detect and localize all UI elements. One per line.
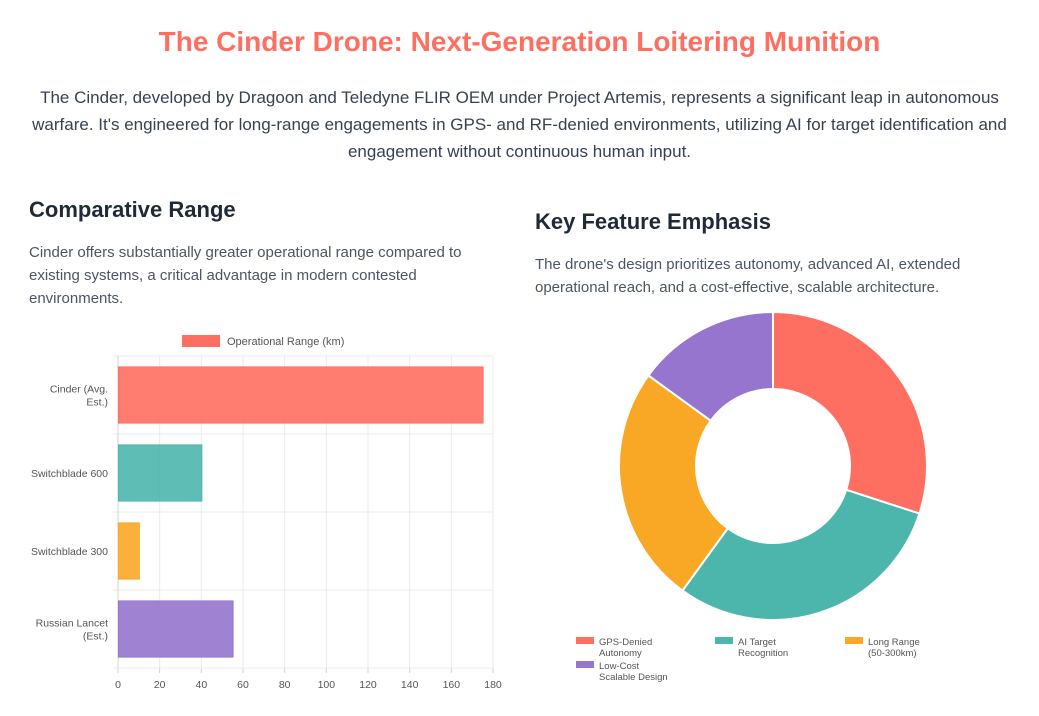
legend-swatch bbox=[182, 335, 220, 347]
doughnut-slice[interactable] bbox=[618, 374, 730, 592]
legend-swatch bbox=[845, 637, 863, 644]
category-label: (Est.) bbox=[83, 631, 108, 643]
x-tick-label: 40 bbox=[195, 679, 207, 691]
category-label: Switchblade 600 bbox=[31, 468, 108, 480]
range-heading: Comparative Range bbox=[29, 197, 236, 222]
x-tick-label: 160 bbox=[443, 679, 461, 691]
category-label: Switchblade 300 bbox=[31, 546, 108, 558]
x-tick-label: 0 bbox=[115, 679, 121, 691]
page-title: The Cinder Drone: Next-Generation Loiter… bbox=[158, 26, 881, 57]
doughnut-slice[interactable] bbox=[681, 488, 921, 621]
bar[interactable] bbox=[118, 522, 140, 580]
legend-label: (50-300km) bbox=[868, 648, 917, 659]
x-tick-label: 20 bbox=[154, 679, 166, 691]
legend-label: Scalable Design bbox=[599, 672, 668, 683]
doughnut-legend-item[interactable]: Long Range(50-300km) bbox=[845, 637, 920, 659]
legend-label: AI Target bbox=[738, 637, 776, 648]
legend-label: Operational Range (km) bbox=[227, 336, 344, 348]
x-tick-label: 100 bbox=[318, 679, 336, 691]
legend-label: Autonomy bbox=[599, 648, 642, 659]
feature-description: The drone's design prioritizes autonomy,… bbox=[535, 256, 961, 296]
intro-paragraph: The Cinder, developed by Dragoon and Tel… bbox=[32, 88, 1007, 161]
doughnut-slice[interactable] bbox=[772, 310, 928, 515]
feature-heading: Key Feature Emphasis bbox=[535, 209, 771, 234]
legend-label: GPS-Denied bbox=[599, 637, 652, 648]
x-tick-label: 140 bbox=[401, 679, 419, 691]
x-tick-label: 180 bbox=[484, 679, 502, 691]
legend-swatch bbox=[715, 637, 733, 644]
bar[interactable] bbox=[118, 366, 484, 424]
category-label: Est.) bbox=[86, 397, 108, 409]
legend-label: Recognition bbox=[738, 648, 788, 659]
bar-legend[interactable]: Operational Range (km) bbox=[182, 335, 344, 348]
legend-swatch bbox=[576, 661, 594, 668]
bar[interactable] bbox=[118, 600, 234, 658]
legend-label: Long Range bbox=[868, 637, 920, 648]
x-tick-label: 80 bbox=[279, 679, 291, 691]
range-bar-chart: Operational Range (km) 0 20 40 60 80 100 120 140… bbox=[31, 335, 502, 691]
legend-swatch bbox=[576, 637, 594, 644]
category-label: Cinder (Avg. bbox=[50, 384, 108, 396]
x-tick-label: 120 bbox=[359, 679, 377, 691]
doughnut-slice[interactable] bbox=[647, 310, 774, 423]
x-tick-label: 60 bbox=[237, 679, 249, 691]
range-description: Cinder offers substantially greater oper… bbox=[29, 244, 462, 307]
category-label: Russian Lancet bbox=[36, 618, 108, 630]
bar[interactable] bbox=[118, 444, 203, 502]
legend-label: Low-Cost bbox=[599, 661, 639, 672]
